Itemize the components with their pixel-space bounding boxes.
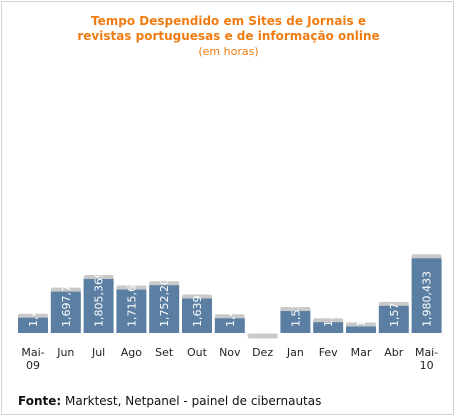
bar-group: 1,309,183 Dez	[247, 271, 278, 359]
bar-group: 1,533,748 Jan	[280, 271, 311, 359]
bar-group: 1,402,704 Mar	[346, 271, 376, 359]
bar-group: 1,715,602 Ago	[116, 271, 147, 359]
bar-value-label: 1,980,433	[421, 271, 434, 327]
bar-cap	[280, 307, 311, 313]
bar-group: 1,697,781 Jun	[50, 271, 81, 359]
bar-cap	[149, 281, 180, 287]
bar-value-label: 1,438,777	[322, 271, 335, 327]
bar	[50, 291, 81, 333]
bar-group: 1,639,863 Out	[182, 271, 212, 359]
bar-value-label: 1,472,290	[224, 271, 237, 327]
x-tick-label: Jul	[91, 346, 105, 359]
bar-value-label: 1,752,203	[158, 271, 171, 327]
bar	[149, 285, 180, 333]
bar-cap	[378, 301, 409, 307]
bar-cap	[83, 274, 114, 280]
bar	[378, 305, 409, 333]
bar-cap	[214, 314, 245, 320]
chart-title: Tempo Despendido em Sites de Jornais e r…	[77, 14, 380, 43]
x-tick-label: Jan	[286, 346, 304, 359]
source-label: Fonte:	[18, 394, 62, 408]
x-tick-label: Mar	[351, 346, 372, 359]
bar	[214, 318, 245, 333]
x-tick-label: Mai-09	[21, 346, 44, 372]
bar-cap	[50, 287, 81, 293]
bar-group: 1,805,369 Jul	[83, 271, 114, 359]
x-tick-label: Dez	[252, 346, 273, 359]
bar	[346, 326, 376, 333]
bar-value-label: 1,402,704	[355, 271, 368, 327]
bar-value-label: 1,477,205	[27, 271, 40, 327]
x-tick-label: Ago	[121, 346, 143, 359]
bar	[411, 258, 442, 333]
source-text: Marktest, Netpanel - painel de cibernaut…	[65, 394, 322, 408]
bar	[18, 317, 48, 333]
bar-cap	[346, 322, 376, 328]
bar-cap	[247, 333, 278, 339]
x-tick-label: Nov	[219, 346, 241, 359]
bar	[182, 298, 212, 333]
bar-value-label: 1,533,748	[289, 271, 302, 327]
bar-group: 1,980,433 Mai-10	[411, 254, 442, 372]
bar-group: 1,477,205 Mai-09	[18, 271, 48, 372]
bar	[280, 311, 311, 333]
x-tick-label: Out	[187, 346, 208, 359]
bar-cap	[313, 318, 344, 324]
source-note: Fonte: Marktest, Netpanel - painel de ci…	[18, 394, 321, 408]
bar-group: 1,438,777 Fev	[313, 271, 344, 359]
chart-subtitle: (em horas)	[198, 45, 259, 58]
bar-value-label: 1,805,369	[93, 271, 106, 327]
x-tick-label: Abr	[384, 346, 404, 359]
bar-cap	[411, 254, 442, 260]
bar	[313, 322, 344, 333]
bar-group: 1,577,707 Abr	[378, 271, 409, 359]
bar-value-label: 1,639,863	[191, 271, 204, 327]
bar-cap	[116, 285, 147, 291]
bar-cap	[182, 294, 212, 300]
bar-group: 1,472,290 Nov	[214, 271, 245, 359]
bar	[116, 289, 147, 333]
bar-value-label: 1,715,602	[125, 271, 138, 327]
bar-group: 1,752,203 Set	[149, 271, 180, 359]
x-tick-label: Jun	[56, 346, 74, 359]
x-tick-label: Fev	[319, 346, 338, 359]
bar	[83, 278, 114, 333]
x-tick-label: Mai-10	[415, 346, 438, 372]
bar-value-label: 1,309,183	[257, 271, 270, 327]
bar-cap	[18, 313, 48, 319]
x-tick-label: Set	[155, 346, 174, 359]
bar-value-label: 1,697,781	[60, 271, 73, 327]
bar-value-label: 1,577,707	[388, 271, 401, 327]
